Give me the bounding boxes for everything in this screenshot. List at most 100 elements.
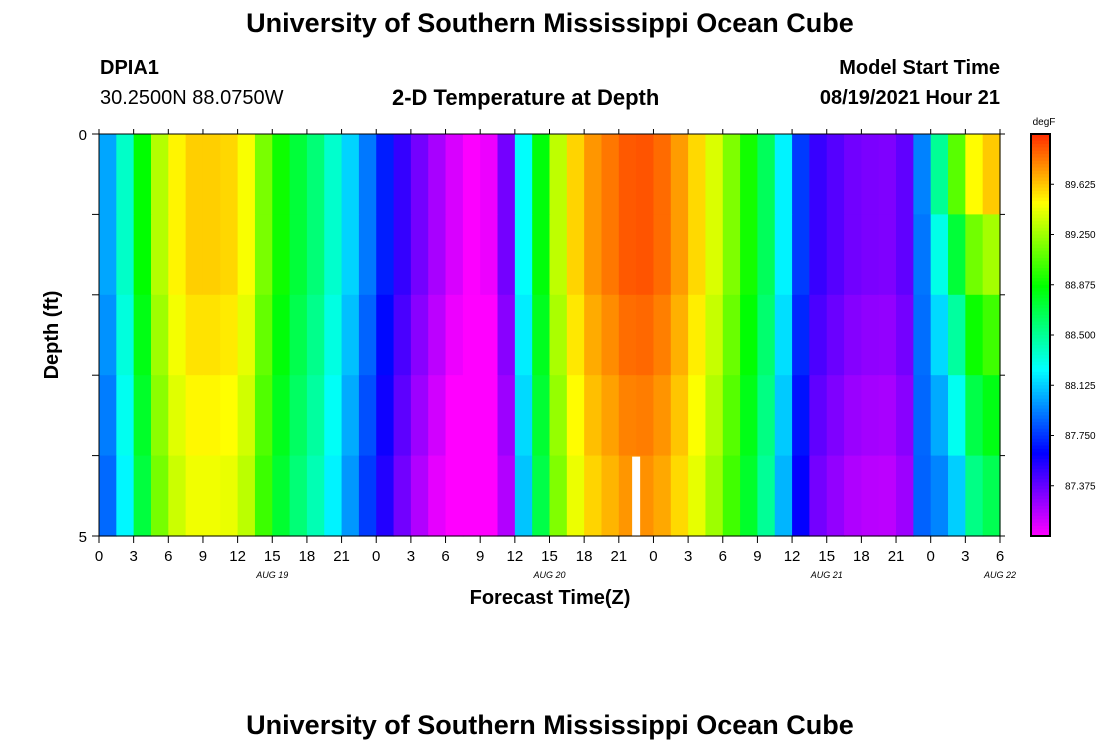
heatmap-cell <box>324 214 343 296</box>
heatmap-cell <box>289 134 308 215</box>
colorbar-segment <box>1031 174 1050 179</box>
colorbar-segment <box>1031 408 1050 413</box>
heatmap-cell <box>514 134 533 215</box>
colorbar-segment <box>1031 492 1050 497</box>
heatmap-cell <box>584 294 603 376</box>
colorbar-segment <box>1031 264 1050 269</box>
colorbar-segment <box>1031 254 1050 259</box>
page-title-top: University of Southern Mississippi Ocean… <box>246 8 854 38</box>
heatmap-cell <box>670 214 689 296</box>
heatmap-cell <box>289 455 308 537</box>
heatmap-cell <box>688 214 707 296</box>
heatmap-cell <box>185 455 204 537</box>
heatmap-cell <box>930 455 949 537</box>
heatmap-cell <box>428 455 447 537</box>
heatmap-cell <box>636 294 655 376</box>
heatmap-cell <box>774 214 793 296</box>
x-tick-label: 0 <box>927 548 935 565</box>
colorbar-segment <box>1031 371 1050 376</box>
heatmap-cell <box>965 134 984 215</box>
colorbar-segment <box>1031 234 1050 239</box>
heatmap-cell <box>376 455 395 537</box>
heatmap-cell <box>774 455 793 537</box>
heatmap-cell <box>549 214 568 296</box>
heatmap-cell <box>289 375 308 457</box>
heatmap-cell <box>532 455 551 537</box>
y-tick-label: 5 <box>79 529 87 546</box>
station-coordinates: 30.2500N 88.0750W <box>100 87 284 109</box>
heatmap-cell <box>861 375 880 457</box>
heatmap-cell <box>202 214 221 296</box>
heatmap-cell <box>480 294 499 376</box>
heatmap-cell <box>428 294 447 376</box>
model-start-label: Model Start Time <box>839 57 1000 79</box>
colorbar-segment <box>1031 301 1050 306</box>
model-start-value: 08/19/2021 Hour 21 <box>819 87 1000 109</box>
colorbar-segment <box>1031 251 1050 256</box>
heatmap-cell <box>965 214 984 296</box>
heatmap-cell <box>150 455 169 537</box>
heatmap-cell <box>428 214 447 296</box>
heatmap-cell <box>549 375 568 457</box>
x-tick-label: 6 <box>441 548 449 565</box>
heatmap-cell <box>462 455 481 537</box>
heatmap-cell <box>688 375 707 457</box>
heatmap-cell <box>202 294 221 376</box>
colorbar-segment <box>1031 207 1050 212</box>
heatmap-cell <box>896 375 914 457</box>
heatmap-cell <box>896 294 914 376</box>
heatmap-cell <box>289 294 308 376</box>
x-tick-label: 0 <box>95 548 103 565</box>
heatmap-cell <box>306 134 325 215</box>
colorbar-segment <box>1031 442 1050 447</box>
date-label: AUG 21 <box>810 570 843 580</box>
heatmap-cell <box>462 294 481 376</box>
x-tick-label: 18 <box>853 548 870 565</box>
colorbar-segment <box>1031 499 1050 504</box>
heatmap-cell <box>878 375 897 457</box>
colorbar-segment <box>1031 395 1050 400</box>
heatmap-cell <box>826 134 845 215</box>
heatmap-cell <box>705 375 724 457</box>
heatmap-cell <box>982 375 1001 457</box>
heatmap-cell <box>358 134 377 215</box>
colorbar-segment <box>1031 505 1050 510</box>
heatmap-cell <box>306 294 325 376</box>
heatmap-cell <box>705 455 724 537</box>
heatmap-cell <box>861 214 880 296</box>
colorbar-segment <box>1031 368 1050 373</box>
colorbar-segment <box>1031 284 1050 289</box>
heatmap-cell <box>532 214 551 296</box>
colorbar-label: 89.625 <box>1065 180 1096 191</box>
colorbar-segment <box>1031 194 1050 199</box>
page-title-bottom: University of Southern Mississippi Ocean… <box>246 710 854 740</box>
heatmap-cell <box>809 134 828 215</box>
colorbar-segment <box>1031 281 1050 286</box>
heatmap-cell <box>445 294 464 376</box>
heatmap-cell <box>220 294 239 376</box>
colorbar-segment <box>1031 298 1050 303</box>
heatmap-cell <box>757 375 776 457</box>
colorbar-segment <box>1031 355 1050 360</box>
heatmap-cell <box>514 294 533 376</box>
colorbar-segment <box>1031 318 1050 323</box>
heatmap-cell <box>289 214 308 296</box>
heatmap-cell <box>670 294 689 376</box>
heatmap-cell <box>965 455 984 537</box>
colorbar-segment <box>1031 167 1050 172</box>
colorbar-unit: degF <box>1033 117 1056 128</box>
heatmap-cell <box>324 375 343 457</box>
heatmap-cell <box>636 134 655 215</box>
colorbar-segment <box>1031 388 1050 393</box>
x-tick-label: 6 <box>164 548 172 565</box>
heatmap-cell <box>809 214 828 296</box>
colorbar-segment <box>1031 428 1050 433</box>
colorbar-segment <box>1031 422 1050 427</box>
date-label: AUG 19 <box>255 570 288 580</box>
heatmap-cell <box>185 294 204 376</box>
heatmap-cell <box>774 375 793 457</box>
heatmap-cell <box>601 455 620 537</box>
heatmap-cell <box>878 134 897 215</box>
heatmap-cell <box>532 375 551 457</box>
x-tick-label: 0 <box>649 548 657 565</box>
